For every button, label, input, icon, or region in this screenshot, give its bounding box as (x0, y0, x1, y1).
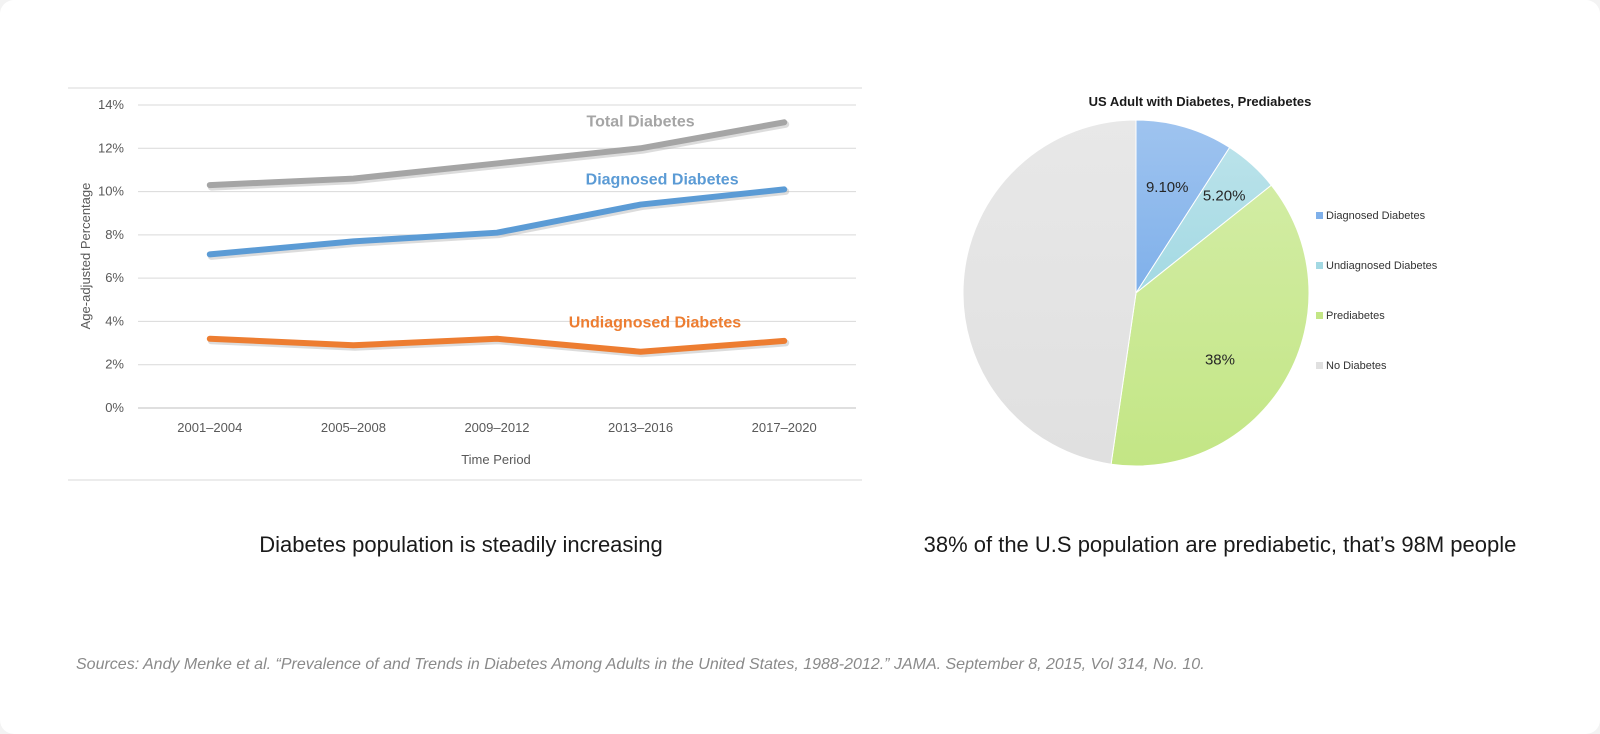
x-tick-label: 2017–2020 (752, 420, 817, 435)
sources-citation: Sources: Andy Menke et al. “Prevalence o… (76, 656, 1205, 673)
caption-trend: Diabetes population is steadily increasi… (259, 532, 663, 557)
y-tick-label: 14% (98, 97, 124, 112)
x-tick-labels: 2001–2004 2005–2008 2009–2012 2013–2016 2017… (177, 420, 816, 435)
pie-slices (962, 119, 1310, 467)
legend-swatch (1316, 212, 1323, 219)
line-chart: 0%2%4%6%8%10%12%14% 2001–2004 2005–2008 20… (68, 87, 862, 481)
x-tick-label: 2005–2008 (321, 420, 386, 435)
legend-label: Diagnosed Diabetes (1326, 210, 1426, 222)
pie-slice (962, 119, 1137, 465)
y-tick-label: 12% (98, 140, 124, 155)
y-tick-label: 2% (105, 357, 124, 372)
series-labels: Total Diabetes Diagnosed Diabetes Undiagno… (569, 113, 742, 331)
y-tick-label: 8% (105, 227, 124, 242)
pie-chart: US Adult with Diabetes, Prediabetes 9.10… (962, 94, 1438, 467)
y-axis-label: Age-adjusted Percentage (78, 183, 93, 330)
series-label: Diagnosed Diabetes (586, 172, 739, 189)
x-axis-label: Time Period (461, 452, 531, 467)
y-tick-label: 10% (98, 184, 124, 199)
x-tick-label: 2001–2004 (177, 420, 242, 435)
pie-data-label: 5.20% (1203, 187, 1246, 204)
legend-label: No Diabetes (1326, 360, 1387, 372)
legend-label: Undiagnosed Diabetes (1326, 260, 1438, 272)
pie-data-label: 38% (1205, 352, 1235, 369)
series-lines (206, 119, 790, 358)
pie-title: US Adult with Diabetes, Prediabetes (1089, 94, 1312, 109)
pie-data-label: 9.10% (1146, 179, 1189, 196)
y-tick-label: 0% (105, 400, 124, 415)
caption-prediabetes: 38% of the U.S population are prediabeti… (923, 532, 1517, 557)
y-tick-label: 6% (105, 270, 124, 285)
legend-swatch (1316, 312, 1323, 319)
legend-label: Prediabetes (1326, 310, 1385, 322)
y-tick-label: 4% (105, 313, 124, 328)
x-tick-label: 2013–2016 (608, 420, 673, 435)
pie-legend: Diagnosed Diabetes Undiagnosed Diabetes Pr… (1316, 210, 1438, 372)
gridlines (138, 104, 856, 409)
series-label: Total Diabetes (587, 113, 695, 130)
pie-slice (1110, 184, 1310, 467)
legend-swatch (1316, 262, 1323, 269)
series-line (206, 335, 788, 355)
legend-swatch (1316, 362, 1323, 369)
pie-slice (1135, 119, 1231, 295)
pie-data-labels: 9.10% 5.20% 38% (1146, 179, 1246, 369)
series-label: Undiagnosed Diabetes (569, 315, 742, 332)
y-tick-labels: 0% 2% 4% 6% 8% 10% 12% 14% (98, 97, 124, 415)
series-line (206, 186, 788, 258)
series-line (206, 119, 788, 189)
x-tick-label: 2009–2012 (464, 420, 529, 435)
